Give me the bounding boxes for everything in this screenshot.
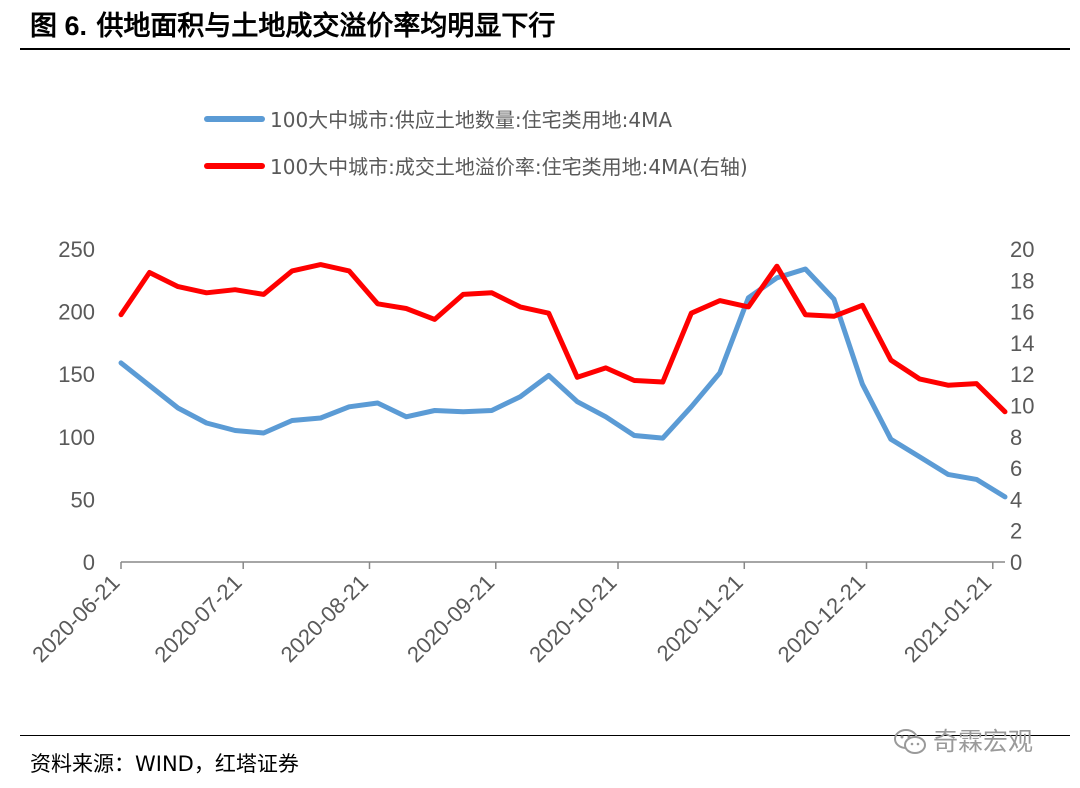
y-right-tick-label: 14 [1010, 331, 1034, 356]
x-tick-label: 2020-07-21 [149, 570, 246, 667]
legend-label-supply: 100大中城市:供应土地数量:住宅类用地:4MA [270, 108, 672, 132]
x-tick-label: 2020-11-21 [652, 570, 748, 666]
y-right-tick-label: 20 [1010, 237, 1034, 262]
x-tick-label: 2020-10-21 [524, 570, 621, 667]
figure-title: 供地面积与土地成交溢价率均明显下行 [96, 11, 556, 42]
y-right-tick-label: 0 [1010, 550, 1022, 575]
y-left-tick-label: 100 [58, 425, 95, 450]
title-rule [20, 48, 1070, 50]
x-tick-label: 2020-12-21 [773, 570, 870, 667]
watermark-text: 奇霖宏观 [933, 727, 1034, 756]
legend-label-premium: 100大中城市:成交土地溢价率:住宅类用地:4MA(右轴) [270, 155, 748, 179]
series-line-premium [118, 262, 1008, 415]
y-left-tick-label: 50 [71, 487, 95, 512]
x-tick-label: 2020-08-21 [276, 570, 373, 667]
y-right-tick-label: 8 [1010, 425, 1022, 450]
figure-number: 图 6. [30, 11, 88, 41]
watermark: 奇霖宏观 [893, 722, 1033, 762]
y-left-tick-label: 200 [58, 300, 95, 325]
footer-rule [20, 735, 1070, 736]
line-chart: 0 50 100 150 200 250 0 2 4 6 8 10 12 14 16 18 20 2020-06-… [27, 108, 1034, 667]
x-tick-label: 2020-09-21 [402, 570, 499, 667]
y-left-tick-label: 250 [58, 237, 95, 262]
x-tick-label: 2021-01-21 [899, 570, 996, 667]
y-left-tick-label: 150 [58, 362, 95, 387]
y-right-tick-label: 2 [1010, 519, 1022, 544]
x-tick-label: 2020-06-21 [27, 570, 124, 667]
series-line-supply [118, 266, 1008, 500]
page-title: 图 6. 供地面积与土地成交溢价率均明显下行 [30, 6, 555, 46]
y-right-tick-label: 12 [1010, 362, 1034, 387]
y-right-tick-label: 4 [1010, 487, 1022, 512]
y-right-tick-label: 6 [1010, 456, 1022, 481]
y-right-tick-label: 18 [1010, 268, 1034, 293]
y-right-tick-label: 10 [1010, 394, 1034, 419]
source-note: 资料来源：WIND，红塔证券 [30, 752, 299, 776]
y-right-tick-label: 16 [1010, 300, 1034, 325]
y-left-tick-label: 0 [83, 550, 95, 575]
wechat-icon [894, 729, 926, 754]
